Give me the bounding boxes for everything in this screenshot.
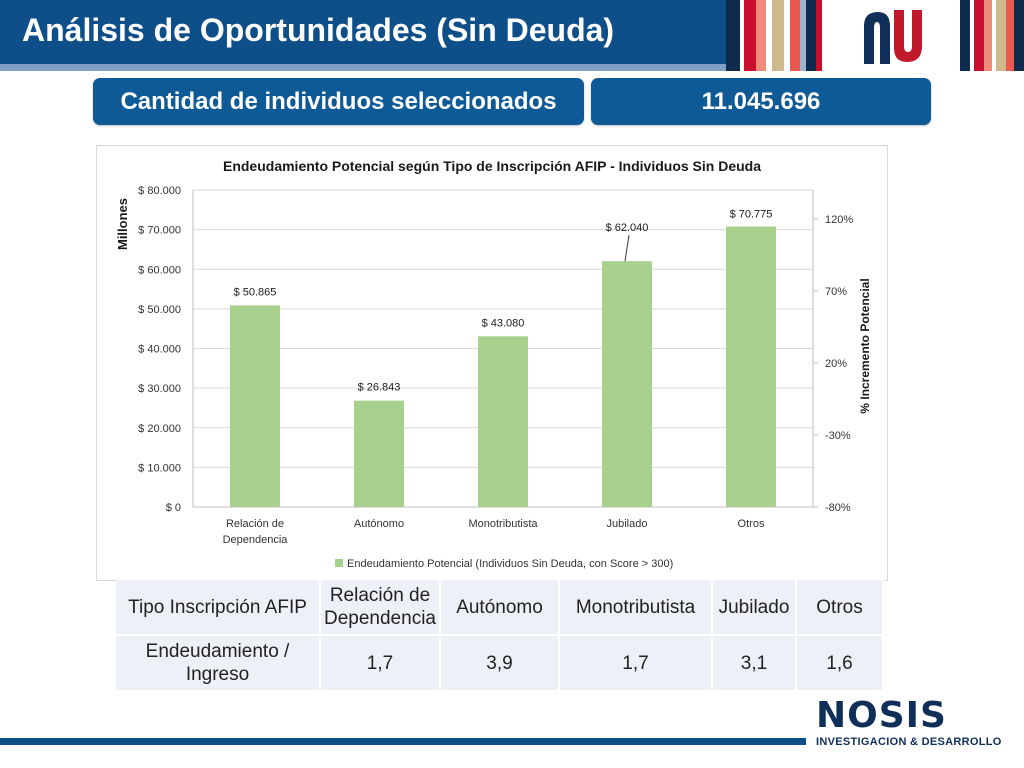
- legend-label: Endeudamiento Potencial (Individuos Sin …: [347, 558, 673, 570]
- table-row: Endeudamiento / Ingreso 1,7 3,9 1,7 3,1 …: [116, 635, 884, 692]
- y-tick-label: $ 70.000: [138, 225, 181, 237]
- data-label: $ 43.080: [482, 317, 525, 329]
- data-label: $ 26.843: [358, 382, 401, 394]
- bar: [230, 305, 280, 507]
- bar: [602, 261, 652, 507]
- table-cell: 3,9: [440, 635, 560, 692]
- table-cell: 1,7: [320, 635, 441, 692]
- y-tick-label: $ 80.000: [138, 185, 181, 197]
- bar-chart: Endeudamiento Potencial según Tipo de In…: [115, 158, 872, 570]
- legend-swatch: [335, 559, 343, 567]
- chart-title: Endeudamiento Potencial según Tipo de In…: [223, 158, 761, 174]
- y-tick-label: $ 10.000: [138, 462, 181, 474]
- x-tick-label: Jubilado: [607, 518, 648, 530]
- y2-tick-label: 70%: [825, 286, 847, 298]
- table-header-cell: Autónomo: [440, 580, 560, 636]
- footer-line: [0, 738, 806, 745]
- y2-tick-label: 120%: [825, 214, 853, 226]
- bar: [354, 400, 404, 507]
- chart-frame: Endeudamiento Potencial según Tipo de In…: [96, 145, 888, 581]
- data-label-leader: [624, 235, 630, 262]
- brand-subtitle: INVESTIGACION & DESARROLLO: [816, 736, 1002, 748]
- header-bar: [0, 0, 822, 64]
- selected-individuals-value: 11.045.696: [591, 78, 931, 125]
- page-title: Análisis de Oportunidades (Sin Deuda): [22, 12, 615, 48]
- table-header-cell: Jubilado: [712, 580, 797, 636]
- table-cell: 1,7: [559, 635, 713, 692]
- nosis-logo-icon: [864, 10, 922, 64]
- header-underline: [0, 64, 822, 71]
- x-tick-label: Autónomo: [354, 518, 404, 530]
- selected-individuals-label: Cantidad de individuos seleccionados: [93, 78, 584, 125]
- data-label: $ 62.040: [606, 222, 649, 234]
- data-label: $ 70.775: [730, 209, 773, 221]
- x-tick-label: Monotributista: [468, 518, 538, 530]
- y-tick-label: $ 50.000: [138, 304, 181, 316]
- table-header-row: Tipo Inscripción AFIP Relación de Depend…: [116, 580, 884, 636]
- table-header-cell: Monotributista: [559, 580, 713, 636]
- x-tick-label: Otros: [738, 518, 765, 530]
- bar: [726, 226, 776, 507]
- table-cell: 3,1: [712, 635, 797, 692]
- table-header-cell: Otros: [796, 580, 884, 636]
- bar: [478, 336, 528, 507]
- y-tick-label: $ 20.000: [138, 423, 181, 435]
- brand-block: NOSIS INVESTIGACION & DESARROLLO: [816, 695, 1002, 749]
- y-tick-label: $ 60.000: [138, 264, 181, 276]
- y2-axis-label: % Incremento Potencial: [858, 278, 872, 413]
- y-tick-label: $ 40.000: [138, 344, 181, 356]
- table-header-cell: Tipo Inscripción AFIP: [116, 580, 321, 636]
- table-header-cell: Relación de Dependencia: [320, 580, 441, 636]
- brand-name: NOSIS: [816, 695, 947, 736]
- table-cell: 1,6: [796, 635, 884, 692]
- y2-tick-label: -80%: [825, 502, 851, 514]
- x-tick-label: Dependencia: [223, 534, 289, 546]
- y-tick-label: $ 0: [166, 502, 181, 514]
- y-tick-label: $ 30.000: [138, 383, 181, 395]
- data-label: $ 50.865: [234, 286, 277, 298]
- table-cell: Endeudamiento / Ingreso: [116, 635, 321, 692]
- y2-tick-label: -30%: [825, 430, 851, 442]
- x-tick-label: Relación de: [226, 518, 284, 530]
- y-axis-label: Millones: [115, 198, 130, 250]
- ratio-table: Tipo Inscripción AFIP Relación de Depend…: [116, 580, 884, 692]
- y2-tick-label: 20%: [825, 358, 847, 370]
